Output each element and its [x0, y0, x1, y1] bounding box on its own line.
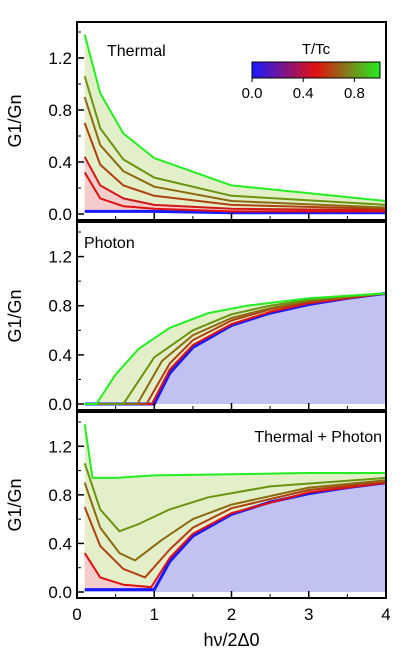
y-tick-label: 1.2 — [48, 49, 72, 68]
series-line-4 — [83, 479, 387, 562]
y-tick-label: 1.2 — [48, 437, 72, 456]
panel-label: Photon — [84, 235, 135, 252]
series-line-5 — [83, 96, 387, 209]
series-line-5 — [83, 462, 387, 533]
x-tick-label: 4 — [381, 605, 390, 624]
zero-temperature-fill — [84, 293, 386, 404]
y-tick-label: 0.0 — [48, 395, 72, 414]
panel-3 — [76, 411, 387, 599]
y-tick-label: 0.8 — [48, 297, 72, 316]
x-tick-label: 2 — [227, 605, 236, 624]
x-tick-label: 3 — [304, 605, 313, 624]
y-axis-title: G1/Gn — [5, 289, 25, 342]
colorbar-tick-label: 0.0 — [242, 85, 263, 102]
y-tick-label: 0.0 — [48, 583, 72, 602]
series-line-6 — [84, 292, 387, 405]
series-line-4 — [83, 122, 387, 210]
panel-2 — [76, 221, 387, 411]
series-line-7 — [83, 34, 387, 202]
series-line-2 — [83, 481, 387, 589]
zero-temperature-fill — [84, 482, 386, 592]
panel-label: Thermal — [107, 43, 166, 60]
thermal-low-t-fill — [84, 156, 386, 213]
colorbar — [251, 61, 381, 79]
y-tick-label: 0.4 — [48, 153, 72, 172]
series-line-3 — [83, 156, 387, 212]
series-line-4 — [84, 292, 387, 405]
y-axis-title: G1/Gn — [5, 94, 25, 147]
x-axis-title: hν/2Δ0 — [203, 630, 259, 650]
y-axis-title: G1/Gn — [5, 478, 25, 531]
y-tick-label: 0.4 — [48, 346, 72, 365]
series-line-3 — [83, 480, 387, 579]
colorbar-tick-label: 0.8 — [344, 85, 365, 102]
shaded-temperature-region — [84, 293, 386, 404]
series-line-2 — [83, 171, 386, 213]
panel-label: Thermal + Photon — [254, 429, 382, 446]
y-tick-label: 0.8 — [48, 486, 72, 505]
y-tick-label: 0.4 — [48, 534, 72, 553]
panel-1 — [76, 21, 387, 221]
x-tick-label: 1 — [150, 605, 159, 624]
series-line-2 — [84, 292, 387, 405]
colorbar-title: T/Tc — [302, 41, 331, 58]
series-line-1 — [84, 209, 386, 215]
colorbar-tick-label: 0.4 — [293, 85, 314, 102]
y-tick-label: 0.0 — [48, 205, 72, 224]
x-tick-label: 0 — [72, 605, 81, 624]
series-line-6 — [83, 424, 386, 479]
thermal-fill-region — [84, 34, 386, 213]
series-line-6 — [83, 75, 387, 206]
y-tick-label: 0.8 — [48, 101, 72, 120]
y-tick-label: 1.2 — [48, 248, 72, 267]
